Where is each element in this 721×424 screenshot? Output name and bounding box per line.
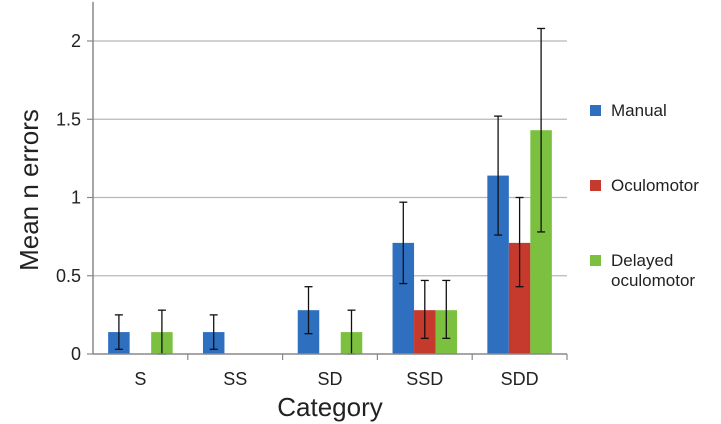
bar bbox=[508, 242, 531, 354]
bar bbox=[530, 130, 552, 354]
y-axis-title: Mean n errors bbox=[14, 109, 44, 271]
x-tick-label: SD bbox=[317, 369, 342, 389]
legend-swatch bbox=[590, 105, 601, 116]
x-tick-labels: S SS SD SSD SDD bbox=[134, 369, 538, 389]
bar bbox=[487, 175, 509, 354]
x-axis-title: Category bbox=[277, 392, 383, 422]
legend-label: oculomotor bbox=[611, 271, 695, 290]
y-tick-label: 2 bbox=[71, 31, 81, 51]
x-tick-label: SDD bbox=[501, 369, 539, 389]
axes bbox=[87, 1, 568, 360]
legend-label: Delayed bbox=[611, 251, 673, 270]
bars bbox=[108, 130, 552, 355]
legend-label: Manual bbox=[611, 101, 667, 120]
x-tick-label: SSD bbox=[406, 369, 443, 389]
error-bars bbox=[114, 27, 546, 355]
x-tick-label: S bbox=[134, 369, 146, 389]
y-tick-labels: 0 0.5 1 1.5 2 bbox=[56, 31, 81, 364]
y-tick-label: 0.5 bbox=[56, 266, 81, 286]
y-tick-label: 1 bbox=[71, 188, 81, 208]
y-tick-label: 0 bbox=[71, 344, 81, 364]
x-tick-label: SS bbox=[223, 369, 247, 389]
legend-swatch bbox=[590, 255, 601, 266]
y-tick-label: 1.5 bbox=[56, 109, 81, 129]
legend-label: Oculomotor bbox=[611, 176, 699, 195]
bar bbox=[392, 242, 415, 354]
legend-swatch bbox=[590, 180, 601, 191]
